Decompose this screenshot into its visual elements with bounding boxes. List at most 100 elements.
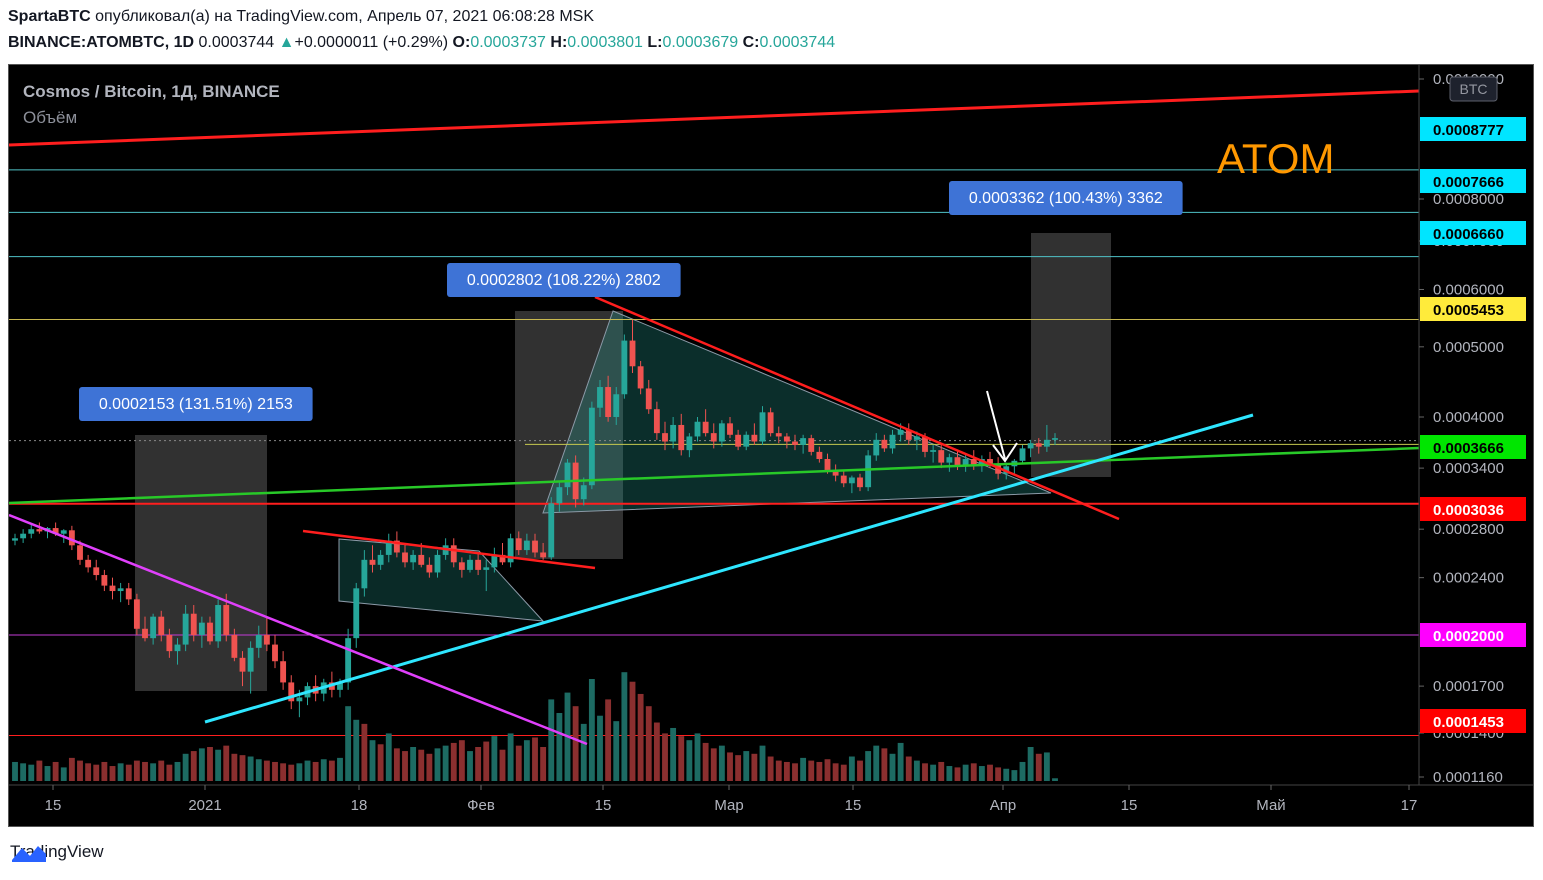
price-badge[interactable]: 0.0008777 <box>1420 117 1526 141</box>
price-badge[interactable]: 0.0003036 <box>1420 497 1526 521</box>
candle[interactable] <box>385 540 392 555</box>
candle[interactable] <box>523 540 530 551</box>
candle[interactable] <box>20 533 27 539</box>
candle[interactable] <box>865 455 872 488</box>
author-name[interactable]: SpartaBTC <box>8 8 91 25</box>
candle[interactable] <box>987 458 993 465</box>
candle[interactable] <box>629 340 636 367</box>
candle[interactable] <box>905 429 912 440</box>
candle[interactable] <box>857 477 863 488</box>
price-badge[interactable]: 0.0005453 <box>1420 297 1526 321</box>
candle[interactable] <box>467 559 473 570</box>
candle[interactable] <box>938 450 945 463</box>
candle[interactable] <box>564 462 571 488</box>
measure-box-2[interactable] <box>515 311 623 559</box>
candle[interactable] <box>1019 448 1026 461</box>
candle[interactable] <box>613 394 620 417</box>
candle[interactable] <box>743 434 750 447</box>
candle[interactable] <box>718 423 725 442</box>
candle[interactable] <box>532 540 538 553</box>
candle[interactable] <box>377 554 384 565</box>
candle[interactable] <box>653 409 660 434</box>
candle[interactable] <box>637 366 644 389</box>
candle[interactable] <box>483 567 490 570</box>
candle[interactable] <box>792 441 798 445</box>
measure-label-3[interactable]: 0.0003362 (100.43%) 3362 <box>949 181 1183 215</box>
candle[interactable] <box>117 588 124 592</box>
candle[interactable] <box>28 529 35 534</box>
magenta-downtrend-line[interactable] <box>9 513 588 746</box>
pennant-red-line[interactable] <box>594 295 1120 521</box>
candle[interactable] <box>922 436 928 452</box>
measure-label-1[interactable]: 0.0002153 (131.51%) 2153 <box>79 387 313 421</box>
candle[interactable] <box>499 554 506 563</box>
candle[interactable] <box>247 647 254 672</box>
price-badge[interactable]: 0.0006660 <box>1420 221 1526 245</box>
candle[interactable] <box>272 644 278 662</box>
candle[interactable] <box>751 434 758 442</box>
candle[interactable] <box>678 424 685 451</box>
price-badge[interactable]: 0.0002000 <box>1420 623 1526 647</box>
candle[interactable] <box>263 635 270 645</box>
candle[interactable] <box>60 530 67 534</box>
candle[interactable] <box>775 433 782 437</box>
candle[interactable] <box>345 638 352 683</box>
pennant-pattern[interactable] <box>542 310 1052 514</box>
candle[interactable] <box>662 433 668 442</box>
candle[interactable] <box>800 438 807 445</box>
candle[interactable] <box>255 635 262 648</box>
candle[interactable] <box>840 475 847 484</box>
candle[interactable] <box>369 559 376 565</box>
candle[interactable] <box>824 458 831 470</box>
candle[interactable] <box>296 697 303 702</box>
candle[interactable] <box>962 458 969 467</box>
candle[interactable] <box>239 657 246 672</box>
candle[interactable] <box>1027 443 1034 449</box>
candle[interactable] <box>548 503 555 558</box>
candle[interactable] <box>507 538 514 563</box>
candle[interactable] <box>215 605 222 642</box>
candle[interactable] <box>1035 443 1042 447</box>
candle[interactable] <box>231 635 238 658</box>
candle[interactable] <box>881 439 888 449</box>
candle[interactable] <box>198 622 205 635</box>
candle[interactable] <box>556 487 563 504</box>
candle[interactable] <box>686 436 693 451</box>
candle[interactable] <box>588 407 595 486</box>
candle[interactable] <box>85 559 92 568</box>
candle[interactable] <box>580 485 587 500</box>
candle[interactable] <box>12 538 18 541</box>
candle[interactable] <box>68 530 75 546</box>
candle[interactable] <box>174 644 181 652</box>
tradingview-footer[interactable]: TradingView <box>10 842 104 862</box>
candle[interactable] <box>889 434 896 449</box>
price-badge[interactable]: 0.0007666 <box>1420 169 1526 193</box>
candle[interactable] <box>190 613 197 635</box>
candle[interactable] <box>52 528 59 534</box>
candle[interactable] <box>93 567 100 576</box>
arrow-annotation[interactable] <box>986 390 1018 463</box>
candle[interactable] <box>1052 438 1058 440</box>
candle[interactable] <box>288 682 295 702</box>
candle[interactable] <box>1043 439 1050 447</box>
candle[interactable] <box>475 559 482 570</box>
candle[interactable] <box>280 661 287 683</box>
candle[interactable] <box>150 616 157 639</box>
candle[interactable] <box>36 529 43 532</box>
candle[interactable] <box>223 605 230 635</box>
candle[interactable] <box>418 554 425 565</box>
candle[interactable] <box>816 451 823 459</box>
candle[interactable] <box>897 429 904 435</box>
price-badge[interactable]: 0.0001453 <box>1420 709 1526 733</box>
candle[interactable] <box>434 554 441 573</box>
candle[interactable] <box>402 552 408 563</box>
candle[interactable] <box>808 438 815 452</box>
candle[interactable] <box>670 424 677 442</box>
candle[interactable] <box>182 613 189 645</box>
candle[interactable] <box>337 682 343 690</box>
candle[interactable] <box>710 433 717 442</box>
candle[interactable] <box>873 439 880 456</box>
measure-label-2[interactable]: 0.0002802 (108.22%) 2802 <box>447 263 681 297</box>
price-badge[interactable]: 0.0003666 <box>1420 435 1526 459</box>
candle[interactable] <box>735 434 742 447</box>
